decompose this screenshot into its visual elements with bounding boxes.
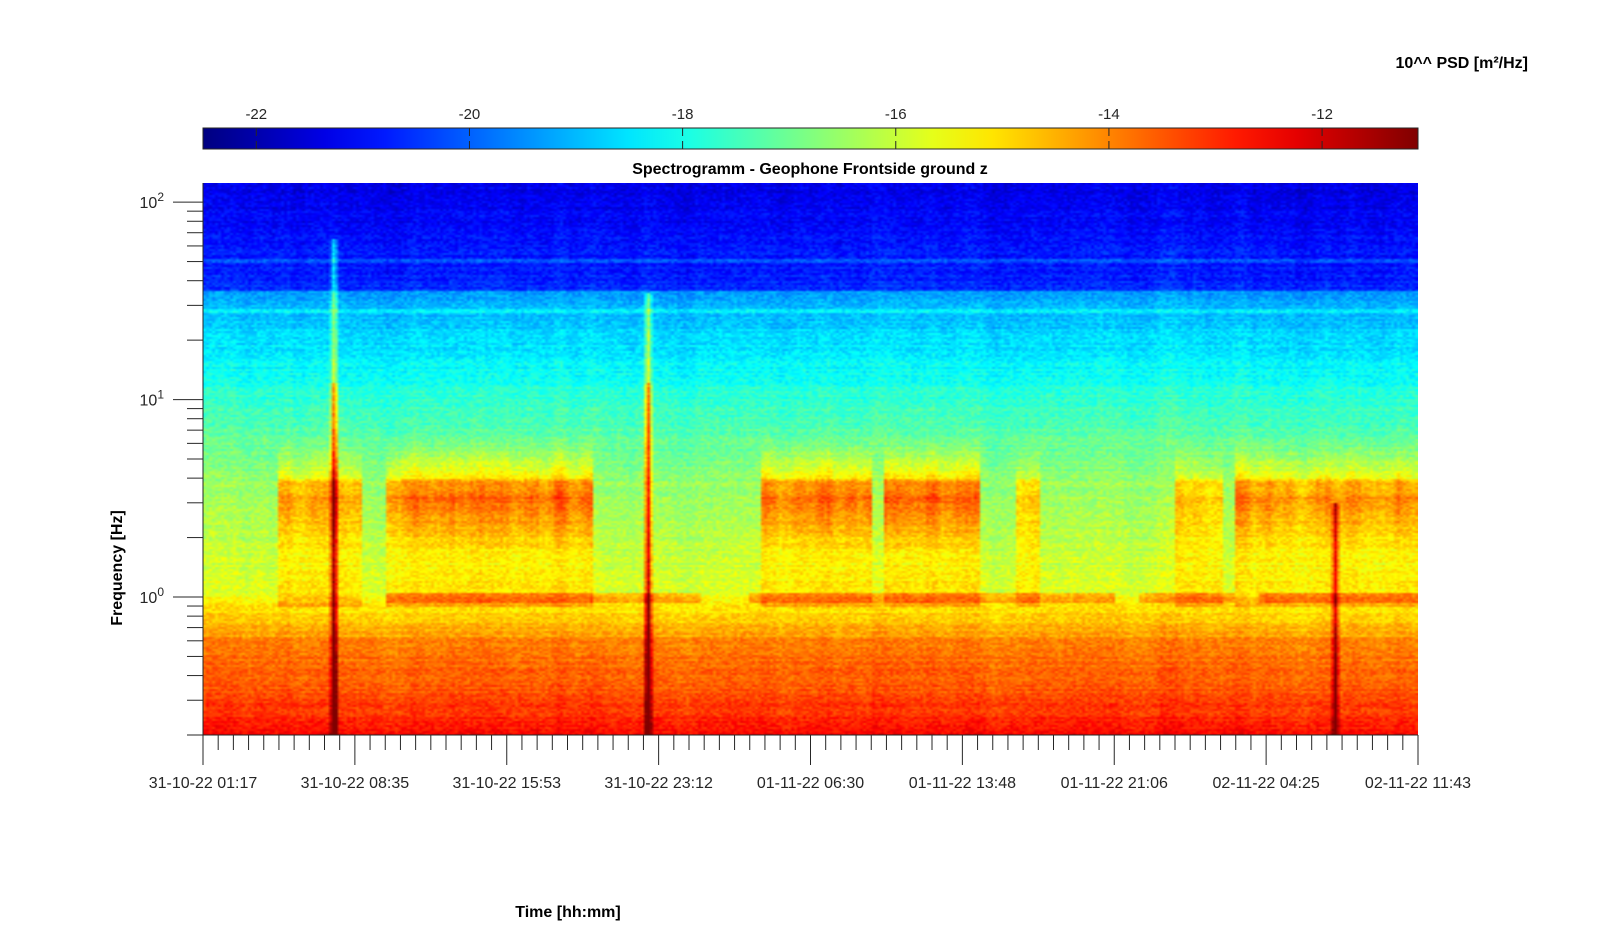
x-tick-label: 31-10-22 23:12 [604, 775, 713, 792]
y-tick-label: 101 [140, 388, 165, 410]
x-tick-label: 31-10-22 08:35 [301, 775, 410, 792]
colorbar-tick-label: -12 [1311, 106, 1333, 123]
colorbar-tick-label: -20 [459, 106, 481, 123]
colorbar: -22 -20 -18 -16 -14 -12 10^^ PSD [m²/Hz] [202, 55, 1528, 150]
colorbar-gradient [202, 127, 1419, 150]
colorbar-ticks: -22 -20 -18 -16 -14 -12 [245, 106, 1333, 149]
x-axis: 31-10-22 01:17 31-10-22 08:35 31-10-22 15:… [149, 734, 1471, 792]
y-axis-label: Frequency [Hz] [109, 510, 126, 626]
colorbar-tick-label: -14 [1098, 106, 1120, 123]
chart-title: Spectrogramm - Geophone Frontside ground… [632, 161, 988, 178]
y-tick-label: 102 [140, 190, 165, 212]
y-tick-label: 100 [140, 585, 165, 607]
colorbar-tick-label: -16 [885, 106, 907, 123]
x-tick-label: 02-11-22 11:43 [1365, 775, 1471, 792]
x-tick-label: 01-11-22 06:30 [757, 775, 864, 792]
x-tick-label: 31-10-22 15:53 [452, 775, 561, 792]
colorbar-tick-label: -18 [672, 106, 694, 123]
colorbar-label: 10^^ PSD [m²/Hz] [1396, 55, 1528, 72]
colorbar-tick-label: -22 [245, 106, 267, 123]
x-axis-label: Time [hh:mm] [515, 904, 620, 921]
x-tick-label: 01-11-22 13:48 [909, 775, 1016, 792]
x-tick-label: 01-11-22 21:06 [1061, 775, 1168, 792]
spectrogram-plot [203, 183, 1418, 735]
x-tick-label: 31-10-22 01:17 [149, 775, 258, 792]
y-axis: 102 101 100 [140, 183, 204, 736]
spectrogram-image [203, 183, 1418, 735]
x-tick-label: 02-11-22 04:25 [1212, 775, 1319, 792]
